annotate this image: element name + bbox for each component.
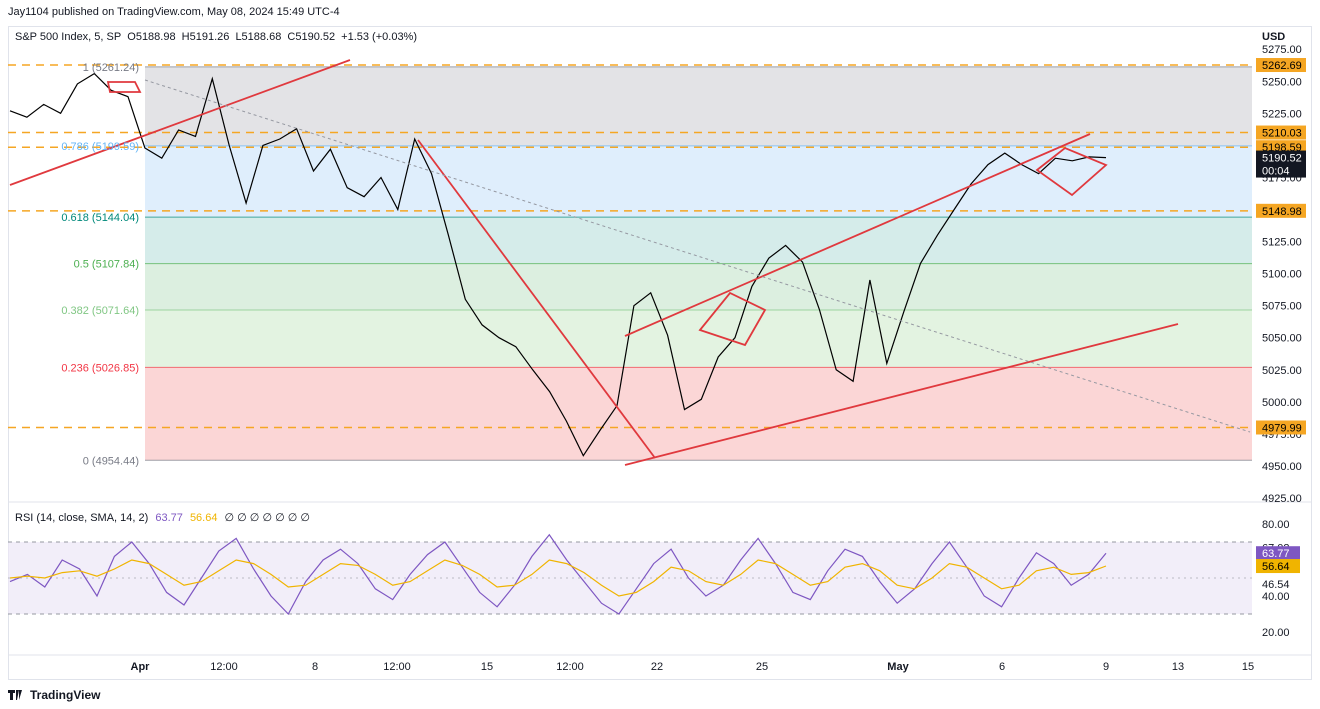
rsi-legend-extra: ∅ ∅ ∅ ∅ ∅ ∅ ∅	[224, 512, 310, 524]
pattern-shape[interactable]	[698, 291, 767, 347]
rsi-y-tick-label: 80.00	[1262, 519, 1290, 531]
x-tick-label: 12:00	[210, 661, 238, 673]
x-tick-label: 12:00	[383, 661, 411, 673]
rsi-value-label: 46.54	[1262, 579, 1290, 591]
y-tick-label: 5050.00	[1262, 333, 1302, 345]
fib-zone	[145, 263, 1252, 310]
fib-zone	[145, 145, 1252, 218]
legend-symbol: S&P 500 Index, 5, SP	[15, 31, 122, 43]
legend-low: L5188.68	[235, 31, 282, 43]
trendline[interactable]	[624, 133, 1091, 337]
rsi-value-label-bg	[1256, 577, 1300, 592]
x-tick-label: May	[887, 661, 909, 673]
pattern-shape[interactable]	[106, 81, 142, 93]
fib-level-label: 0 (4954.44)	[83, 455, 139, 467]
tradingview-logo-icon	[8, 690, 22, 700]
x-tick-label: 8	[312, 661, 318, 673]
x-tick-label: 12:00	[556, 661, 584, 673]
dotted-trendline[interactable]	[144, 79, 1251, 433]
rsi-value-label-bg	[1256, 546, 1300, 561]
y-tick-label: 5000.00	[1262, 397, 1302, 409]
rsi-band	[8, 542, 1252, 614]
trendline[interactable]	[417, 139, 656, 459]
legend-change: +1.53 (+0.03%)	[341, 31, 418, 43]
rsi-value-label: 63.77	[1262, 548, 1290, 560]
price-label-bg	[1256, 163, 1306, 178]
price-label: 5190.52	[1262, 153, 1302, 165]
tradingview-brand: TradingView	[8, 688, 100, 702]
y-tick-label: 5025.00	[1262, 365, 1302, 377]
price-label: 5148.98	[1262, 206, 1302, 218]
fib-zone	[145, 66, 1252, 146]
y-tick-label: 5125.00	[1262, 237, 1302, 249]
legend-open: O5188.98	[127, 31, 176, 43]
rsi-legend-ma: 56.64	[189, 512, 218, 524]
price-label-bg	[1256, 150, 1306, 165]
x-tick-label: 15	[1242, 661, 1254, 673]
fib-level-label: 0.5 (5107.84)	[74, 259, 139, 271]
rsi-value-label: 56.64	[1262, 561, 1290, 573]
y-tick-label: 5100.00	[1262, 269, 1302, 281]
fib-level-label: 0.786 (5199.59)	[61, 141, 139, 153]
publisher-line: Jay1104 published on TradingView.com, Ma…	[8, 6, 340, 18]
chart-frame	[8, 26, 1312, 680]
x-tick-label: 25	[756, 661, 768, 673]
rsi-legend: RSI (14, close, SMA, 14, 2) 63.77 56.64 …	[15, 511, 314, 524]
price-label: 4979.99	[1262, 422, 1302, 434]
rsi-legend-value: 63.77	[155, 512, 183, 524]
price-label-bg	[1256, 125, 1306, 140]
x-tick-label: 9	[1103, 661, 1109, 673]
x-tick-label: 13	[1172, 661, 1184, 673]
rsi-y-tick-label: 40.00	[1262, 591, 1290, 603]
rsi-ma-line[interactable]	[9, 559, 1107, 597]
x-tick-label: 15	[481, 661, 493, 673]
y-tick-label: 4925.00	[1262, 493, 1302, 505]
price-label: 5262.69	[1262, 60, 1302, 72]
legend-high: H5191.26	[181, 31, 230, 43]
y-tick-label: 5250.00	[1262, 76, 1302, 88]
fib-level-label: 0.618 (5144.04)	[61, 212, 139, 224]
x-tick-label: 6	[999, 661, 1005, 673]
rsi-y-tick-label: 20.00	[1262, 627, 1290, 639]
fib-zone	[145, 367, 1252, 461]
trendline[interactable]	[9, 59, 351, 186]
y-tick-label: 5275.00	[1262, 44, 1302, 56]
pattern-shape[interactable]	[1035, 146, 1108, 197]
y-tick-label: 5225.00	[1262, 108, 1302, 120]
price-label-bg	[1256, 420, 1306, 435]
rsi-line[interactable]	[9, 533, 1107, 616]
y-tick-label: 5075.00	[1262, 301, 1302, 313]
y-tick-label: 4950.00	[1262, 461, 1302, 473]
fib-zone	[145, 309, 1252, 368]
fib-level-label: 0.382 (5071.64)	[61, 305, 139, 317]
fib-level-label: 0.236 (5026.85)	[61, 362, 139, 374]
price-label: 5210.03	[1262, 128, 1302, 140]
fib-level-label: 1 (5261.24)	[83, 62, 139, 74]
fib-zone	[145, 217, 1252, 264]
trendline[interactable]	[624, 323, 1179, 466]
price-line[interactable]	[9, 72, 1107, 457]
brand-text: TradingView	[30, 688, 101, 702]
rsi-legend-name: RSI (14, close, SMA, 14, 2)	[15, 512, 149, 524]
legend-close: C5190.52	[287, 31, 336, 43]
price-label-bg	[1256, 58, 1306, 73]
price-label: 00:04	[1262, 166, 1290, 178]
currency-label[interactable]: USD	[1262, 31, 1286, 43]
x-tick-label: 22	[651, 661, 663, 673]
x-tick-label: Apr	[131, 661, 151, 673]
price-label-bg	[1256, 203, 1306, 218]
main-legend: S&P 500 Index, 5, SP O5188.98 H5191.26 L…	[15, 31, 420, 43]
rsi-value-label-bg	[1256, 559, 1300, 574]
